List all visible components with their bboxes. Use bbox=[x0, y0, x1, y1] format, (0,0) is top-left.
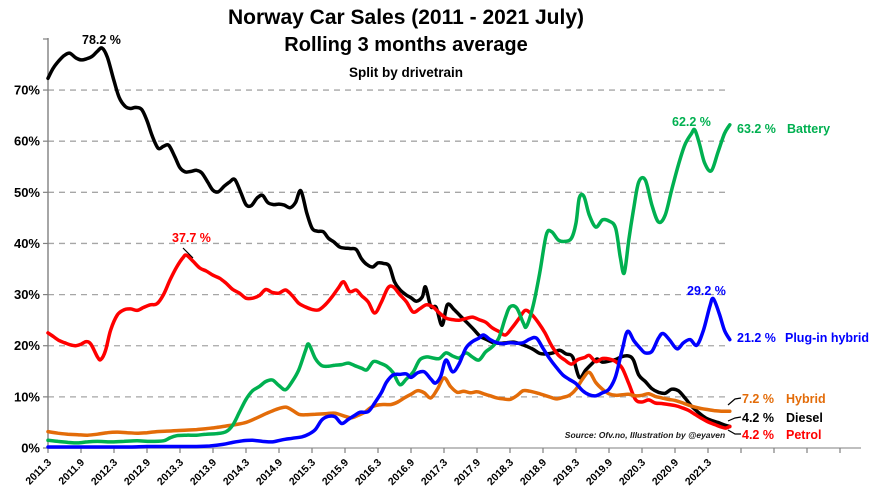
battery-peak-annotation: 62.2 % bbox=[672, 115, 711, 129]
x-tick-label: 2017.9 bbox=[452, 457, 483, 488]
chart-title: Norway Car Sales (2011 - 2021 July) bbox=[227, 6, 585, 29]
battery-end-value: 63.2 % bbox=[737, 122, 776, 136]
x-tick-label: 2012.9 bbox=[122, 457, 153, 488]
y-tick-label: 20% bbox=[14, 338, 40, 353]
hybrid-series-label: Hybrid bbox=[786, 392, 826, 406]
petrol-peak-annotation: 37.7 % bbox=[172, 231, 211, 245]
diesel-series-label: Diesel bbox=[786, 411, 823, 425]
y-tick-label: 0% bbox=[21, 441, 40, 456]
source-credit: Source: Ofv.no, Illustration by @eyaven bbox=[564, 430, 726, 440]
hybrid-end-leader bbox=[727, 397, 742, 406]
series-line-plugin bbox=[46, 296, 732, 449]
petrol-series-label: Petrol bbox=[786, 428, 822, 442]
y-tick-label: 50% bbox=[14, 185, 40, 200]
x-tick-label: 2018.3 bbox=[485, 457, 516, 488]
petrol-end-value: 4.2 % bbox=[742, 428, 774, 442]
plugin-peak-annotation: 29.2 % bbox=[687, 284, 726, 298]
y-tick-label: 60% bbox=[14, 134, 40, 149]
petrol-end-leader bbox=[727, 429, 741, 435]
x-tick-label: 2016.9 bbox=[386, 457, 417, 488]
chart-subsubtitle: Split by drivetrain bbox=[348, 65, 464, 80]
x-tick-label: 2021.3 bbox=[683, 457, 714, 488]
series-line-hybrid bbox=[46, 370, 732, 437]
series-line-diesel bbox=[46, 46, 732, 429]
x-tick-label: 2020.3 bbox=[617, 457, 648, 488]
x-tick-label: 2015.3 bbox=[287, 457, 318, 488]
x-tick-label: 2014.9 bbox=[254, 457, 285, 488]
y-tick-label: 70% bbox=[14, 83, 40, 98]
diesel-end-leader bbox=[727, 416, 742, 422]
plugin-series-label: Plug-in hybrid bbox=[785, 331, 870, 345]
series-line-battery bbox=[46, 123, 732, 445]
x-tick-label: 2020.9 bbox=[650, 457, 681, 488]
x-tick-label: 2013.3 bbox=[155, 457, 186, 488]
y-tick-label: 40% bbox=[14, 236, 40, 251]
y-tick-label: 30% bbox=[14, 287, 40, 302]
x-tick-label: 2019.9 bbox=[584, 457, 615, 488]
x-tick-label: 2012.3 bbox=[89, 457, 120, 488]
plugin-end-value: 21.2 % bbox=[737, 331, 776, 345]
x-tick-label: 2011.9 bbox=[56, 457, 87, 488]
x-tick-label: 2016.3 bbox=[353, 457, 384, 488]
hybrid-end-value: 7.2 % bbox=[742, 392, 774, 406]
x-tick-label: 2017.3 bbox=[419, 457, 450, 488]
x-tick-label: 2013.9 bbox=[188, 457, 219, 488]
x-tick-label: 2018.9 bbox=[518, 457, 549, 488]
petrol-peak-leader bbox=[182, 247, 194, 259]
diesel-end-value: 4.2 % bbox=[742, 411, 774, 425]
x-tick-label: 2014.3 bbox=[221, 457, 252, 488]
battery-series-label: Battery bbox=[787, 122, 831, 136]
series-line-petrol bbox=[46, 253, 732, 430]
x-tick-label: 2015.9 bbox=[320, 457, 351, 488]
x-tick-label: 2019.3 bbox=[551, 457, 582, 488]
diesel-peak-annotation: 78.2 % bbox=[82, 33, 121, 47]
x-tick-label: 2011.3 bbox=[23, 457, 54, 488]
y-tick-label: 10% bbox=[14, 389, 40, 404]
chart-subtitle: Rolling 3 months average bbox=[284, 34, 528, 56]
